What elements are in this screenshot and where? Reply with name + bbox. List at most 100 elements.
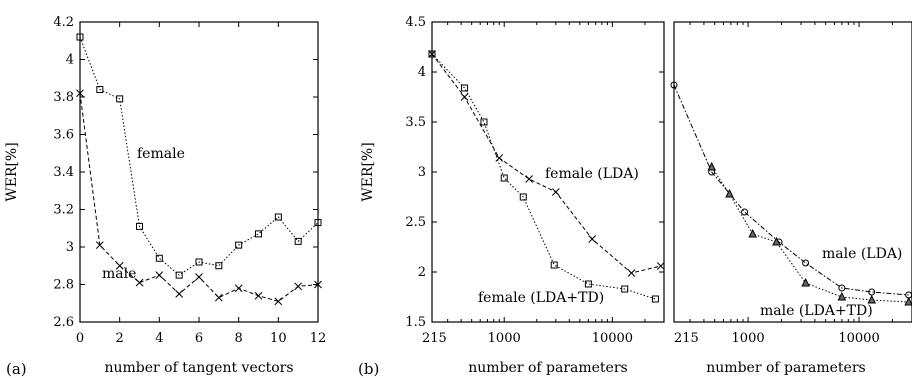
series-line-c2-s0 [673, 84, 909, 296]
x-tick-label-c1-1: 1000 [488, 331, 521, 346]
point-c2-s1-p6 [867, 294, 877, 304]
point-c1-s1-p0 [428, 50, 436, 58]
point-c1-s1-p7 [621, 285, 629, 293]
point-c0-s1-p4 [155, 271, 164, 279]
point-c0-s0-p1 [96, 86, 104, 93]
y-tick-label-c1-2: 2.5 [405, 215, 426, 230]
x-tick-label-c0-0: 0 [76, 331, 84, 346]
point-c2-s1-p5 [837, 291, 847, 301]
y-tick-label-c1-5: 4 [418, 65, 426, 80]
point-c0-s0-p12 [314, 219, 322, 227]
x-tick-label-c2-1: 1000 [732, 331, 765, 346]
x-tick-label-c0-2: 4 [155, 331, 163, 346]
x-tick-label-c0-6: 12 [310, 331, 327, 346]
point-c0-s1-p5 [175, 290, 184, 298]
point-c2-s1-p0 [707, 161, 717, 171]
point-c1-s1-p8 [651, 295, 659, 303]
panel-label-c0: (a) [6, 360, 27, 378]
x-tick-label-c1-2: 10000 [592, 331, 633, 346]
point-c1-s1-p1 [461, 84, 469, 92]
y-tick-label-c1-6: 4.5 [405, 15, 426, 30]
y-tick-label-c0-4: 3.4 [53, 165, 74, 180]
y-tick-label-c0-2: 3 [66, 240, 74, 255]
point-c2-s0-p5 [838, 284, 846, 292]
series-line-c1-s1 [431, 53, 656, 300]
y-tick-label-c1-1: 2 [418, 265, 426, 280]
x-axis-label-c2: number of parameters [706, 360, 865, 376]
x-tick-label-c1-0: 215 [422, 331, 447, 346]
series-label-c2-s1: male (LDA+TD) [760, 303, 873, 319]
point-c1-s0-p7 [656, 262, 665, 270]
point-c0-s0-p9 [255, 230, 262, 238]
y-tick-label-c0-1: 2.8 [53, 278, 74, 293]
point-c1-s0-p2 [495, 154, 504, 162]
y-tick-label-c1-0: 1.5 [405, 315, 426, 330]
x-axis-label-c1: number of parameters [468, 360, 627, 376]
point-c0-s0-p8 [235, 241, 243, 249]
panel-label-c1: (b) [358, 360, 379, 378]
point-c1-s0-p5 [588, 235, 597, 243]
y-tick-label-c0-0: 2.6 [53, 315, 74, 330]
y-tick-label-c0-3: 3.2 [53, 203, 74, 218]
point-c0-s0-p4 [155, 254, 163, 262]
point-c0-s1-p0 [76, 89, 84, 98]
point-c2-s1-p2 [748, 228, 757, 238]
series-label-c0-s0: female [137, 146, 185, 162]
point-c1-s0-p1 [460, 93, 469, 101]
series-line-c1-s0 [431, 53, 661, 274]
point-c0-s1-p8 [234, 284, 243, 293]
point-c2-s1-p1 [725, 188, 734, 198]
point-c2-s0-p2 [741, 208, 749, 216]
x-tick-label-c0-5: 10 [270, 331, 287, 346]
point-c0-s1-p11 [294, 282, 303, 291]
point-c0-s0-p6 [195, 258, 203, 266]
y-tick-label-c0-8: 4.2 [53, 15, 74, 30]
point-c0-s0-p3 [136, 222, 143, 230]
point-c0-s1-p12 [314, 280, 322, 289]
series-label-c0-s1: male [102, 266, 136, 282]
series-label-c2-s0: male (LDA) [822, 246, 902, 262]
x-tick-label-c0-1: 2 [116, 331, 124, 346]
point-c1-s0-p6 [627, 269, 636, 277]
series-line-c2-s1 [711, 166, 909, 303]
x-tick-label-c2-0: 215 [674, 331, 699, 346]
point-c2-s1-p3 [772, 236, 781, 246]
point-c1-s0-p4 [551, 188, 560, 196]
point-c0-s0-p2 [116, 95, 124, 103]
point-c2-s1-p7 [904, 296, 912, 306]
point-c0-s0-p7 [215, 262, 223, 270]
y-axis-label-c0: WER[%] [4, 142, 20, 201]
point-c2-s1-p4 [801, 277, 810, 287]
y-tick-label-c0-7: 4 [66, 53, 74, 68]
x-tick-label-c2-2: 10000 [838, 331, 879, 346]
point-c1-s1-p4 [519, 193, 527, 201]
x-tick-label-c0-4: 8 [235, 331, 243, 346]
point-c0-s1-p9 [254, 291, 263, 300]
point-c2-s0-p4 [802, 259, 810, 267]
point-c0-s1-p3 [135, 278, 144, 287]
series-label-c1-s0: female (LDA) [545, 166, 639, 182]
plot-frame-2 [673, 21, 912, 323]
y-tick-label-c1-4: 3.5 [405, 115, 426, 130]
point-c1-s1-p2 [480, 118, 488, 126]
x-axis-label-c0: number of tangent vectors [104, 360, 293, 376]
point-c1-s1-p5 [550, 261, 558, 269]
point-c0-s1-p7 [214, 293, 223, 302]
y-axis-label-c1: WER[%] [360, 142, 376, 201]
point-c0-s1-p10 [274, 297, 283, 306]
y-tick-label-c0-5: 3.6 [53, 128, 74, 143]
series-label-c1-s1: female (LDA+TD) [478, 290, 604, 306]
y-tick-label-c0-6: 3.8 [53, 90, 74, 105]
point-c0-s1-p6 [195, 273, 203, 281]
point-c0-s1-p1 [95, 241, 104, 249]
point-c1-s0-p3 [525, 175, 533, 183]
x-tick-label-c0-3: 6 [195, 331, 203, 346]
point-c2-s0-p0 [670, 81, 678, 89]
point-c0-s0-p11 [294, 237, 302, 245]
point-c0-s0-p5 [175, 271, 183, 279]
point-c1-s1-p3 [500, 174, 508, 182]
point-c0-s1-p2 [115, 261, 124, 270]
y-tick-label-c1-3: 3 [418, 165, 426, 180]
point-c0-s0-p0 [76, 33, 84, 41]
